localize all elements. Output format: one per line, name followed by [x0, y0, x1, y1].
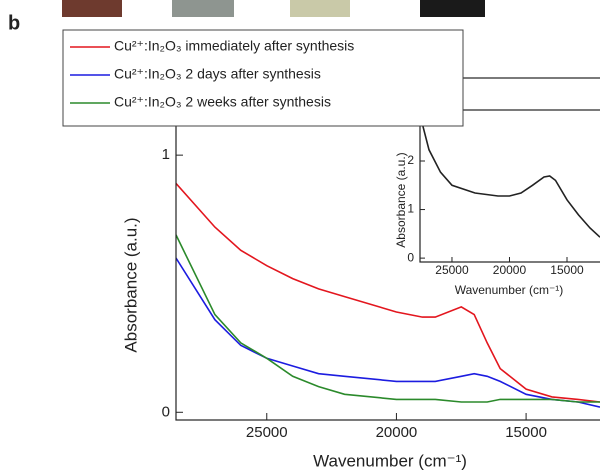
main-chart: 25000 20000 15000 0 1 Wavenumber (cm⁻¹) Absorb…: [121, 77, 600, 470]
legend-box: [62, 29, 464, 127]
y-tick-label: 1: [407, 202, 414, 216]
y-tick-label: 0: [162, 403, 170, 420]
x-tick-label: 25000: [435, 263, 469, 277]
sample-photo: [290, 0, 350, 17]
x-tick-label: 25000: [246, 424, 288, 441]
inset-background: [420, 110, 600, 262]
legend-label: Cu²⁺:In₂O₃ immediately after synthesis: [114, 38, 354, 54]
x-tick-label: 20000: [376, 424, 418, 441]
legend-label: Cu²⁺:In₂O₃ 2 days after synthesis: [114, 66, 321, 82]
y-tick-label: 0: [407, 250, 414, 264]
legend: Cu²⁺:In₂O₃ immediately after synthesis Cu…: [62, 29, 464, 127]
data-line: [176, 182, 600, 403]
x-tick-label: 20000: [493, 263, 527, 277]
panel-label: b: [8, 12, 20, 34]
y-tick-label: 2: [407, 153, 414, 167]
y-axis-label: Absorbance (a.u.): [394, 152, 408, 247]
legend-label: Cu²⁺:In₂O₃ 2 weeks after synthesis: [114, 94, 331, 110]
x-tick-label: 15000: [505, 424, 547, 441]
data-line: [176, 234, 600, 403]
x-axis-label: Wavenumber (cm⁻¹): [455, 283, 564, 297]
plot-frame: [419, 109, 600, 263]
sample-photo: [62, 0, 122, 17]
y-axis-label: Absorbance (a.u.): [121, 217, 140, 352]
data-line: [420, 114, 600, 238]
inset-chart: 25000 20000 15000 0 1 2 Wavenumber (cm⁻¹) Absor…: [394, 109, 600, 297]
y-tick-label: 1: [162, 146, 170, 163]
x-tick-label: 15000: [550, 263, 584, 277]
sample-photo: [172, 0, 234, 17]
sample-photo: [420, 0, 485, 17]
data-line: [176, 257, 600, 408]
x-axis-label: Wavenumber (cm⁻¹): [313, 451, 467, 470]
